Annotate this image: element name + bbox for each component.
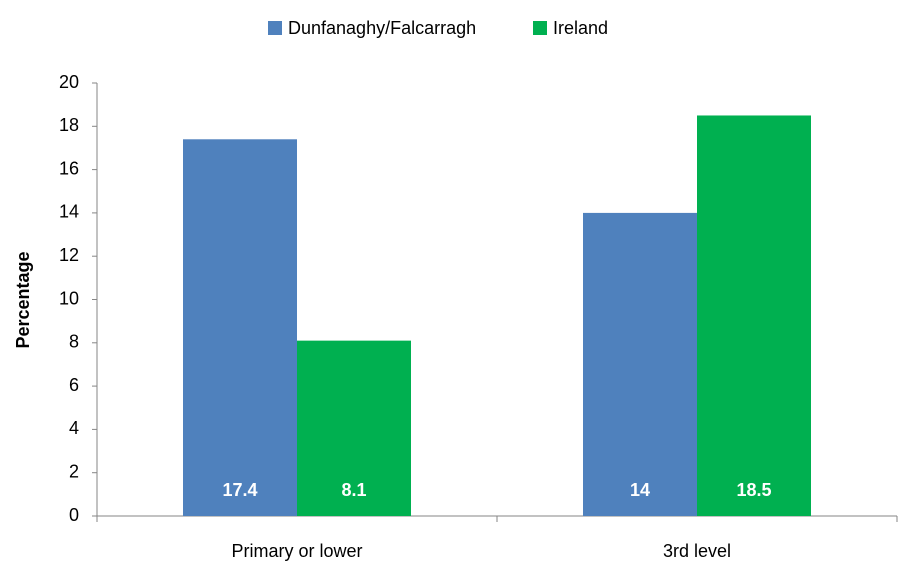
data-label: 18.5: [736, 480, 771, 500]
x-tick-label: 3rd level: [663, 541, 731, 561]
legend-swatch: [268, 21, 282, 35]
bar: [583, 212, 697, 516]
y-tick-label: 6: [69, 375, 79, 395]
bar: [297, 340, 411, 516]
legend-swatch: [533, 21, 547, 35]
legend-label: Ireland: [553, 18, 608, 38]
data-label: 14: [630, 480, 650, 500]
legend-label: Dunfanaghy/Falcarragh: [288, 18, 476, 38]
y-tick-label: 8: [69, 332, 79, 352]
y-axis-label: Percentage: [13, 251, 33, 348]
y-tick-label: 4: [69, 418, 79, 438]
y-tick-label: 2: [69, 461, 79, 481]
y-tick-label: 20: [59, 72, 79, 92]
y-tick-label: 18: [59, 115, 79, 135]
bar: [183, 139, 297, 517]
data-label: 17.4: [222, 480, 257, 500]
data-label: 8.1: [341, 480, 366, 500]
y-tick-label: 16: [59, 158, 79, 178]
x-tick-label: Primary or lower: [231, 541, 362, 561]
y-tick-label: 12: [59, 245, 79, 265]
y-tick-label: 10: [59, 288, 79, 308]
y-tick-label: 14: [59, 202, 79, 222]
bar: [697, 115, 811, 516]
y-tick-label: 0: [69, 505, 79, 525]
